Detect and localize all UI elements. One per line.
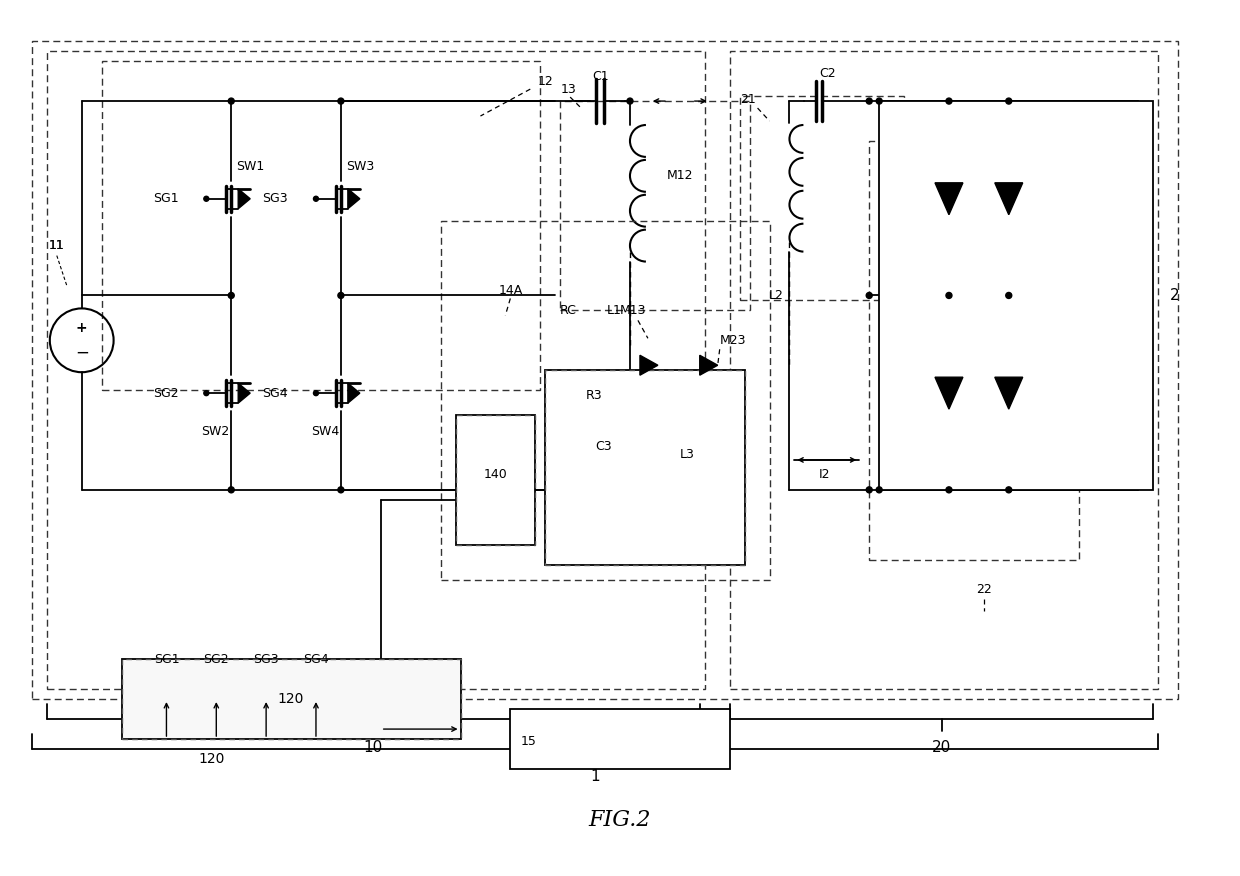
Text: I1: I1 — [609, 469, 621, 482]
Text: −: − — [74, 343, 88, 361]
Text: C0: C0 — [1101, 289, 1118, 302]
Text: 2: 2 — [1171, 288, 1180, 303]
Circle shape — [946, 293, 952, 299]
Polygon shape — [935, 183, 963, 215]
Text: RC: RC — [560, 304, 577, 317]
Polygon shape — [348, 189, 360, 208]
Text: D3: D3 — [1030, 192, 1048, 205]
Text: SW1: SW1 — [237, 160, 264, 173]
Text: 14A: 14A — [498, 284, 522, 297]
Circle shape — [314, 391, 319, 396]
Text: SG2: SG2 — [203, 653, 229, 666]
Text: 12: 12 — [537, 74, 553, 88]
Text: SW4: SW4 — [311, 425, 340, 437]
Bar — [560, 101, 750, 310]
Text: 21: 21 — [740, 93, 755, 106]
Text: FIG.2: FIG.2 — [589, 809, 651, 830]
Text: L3: L3 — [680, 449, 694, 462]
Polygon shape — [699, 356, 718, 375]
Text: 22: 22 — [976, 583, 992, 596]
Bar — [879, 101, 1153, 490]
Text: SG4: SG4 — [263, 386, 288, 399]
Text: SG1: SG1 — [154, 653, 180, 666]
Circle shape — [877, 487, 882, 493]
Text: D2: D2 — [909, 386, 928, 399]
Circle shape — [228, 98, 234, 104]
Bar — [32, 41, 1178, 699]
Polygon shape — [238, 189, 250, 208]
Circle shape — [627, 98, 632, 104]
Bar — [511, 710, 729, 769]
Text: 10: 10 — [363, 739, 382, 754]
Text: C3: C3 — [595, 441, 611, 454]
Bar — [122, 660, 460, 739]
Polygon shape — [994, 183, 1023, 215]
Text: 1: 1 — [590, 769, 600, 784]
Circle shape — [337, 293, 343, 299]
Polygon shape — [994, 378, 1023, 409]
Text: D4: D4 — [1030, 386, 1048, 399]
Circle shape — [867, 98, 872, 104]
Text: SG2: SG2 — [153, 386, 179, 399]
Circle shape — [877, 98, 882, 104]
Circle shape — [1006, 487, 1012, 493]
Circle shape — [228, 293, 234, 299]
Bar — [546, 371, 744, 565]
Text: M13: M13 — [620, 304, 646, 317]
Circle shape — [1006, 293, 1012, 299]
Text: SW3: SW3 — [346, 160, 374, 173]
Circle shape — [203, 391, 208, 396]
Text: D1: D1 — [909, 192, 928, 205]
Text: I2: I2 — [818, 469, 830, 482]
Text: SG1: SG1 — [153, 192, 179, 205]
Circle shape — [946, 98, 952, 104]
Text: R3: R3 — [585, 389, 603, 401]
Circle shape — [867, 487, 872, 493]
Text: M23: M23 — [719, 334, 746, 347]
Polygon shape — [238, 383, 250, 403]
Text: L1: L1 — [608, 304, 622, 317]
Circle shape — [203, 196, 208, 201]
Bar — [440, 221, 770, 580]
Text: 11: 11 — [48, 239, 64, 252]
Text: 20: 20 — [932, 739, 951, 754]
Bar — [122, 660, 460, 739]
Text: 120: 120 — [198, 752, 224, 766]
Text: +: + — [76, 321, 88, 336]
Bar — [729, 51, 1158, 689]
Text: SW2: SW2 — [201, 425, 229, 437]
Polygon shape — [640, 356, 658, 375]
Bar — [739, 96, 904, 300]
Text: SG4: SG4 — [303, 653, 329, 666]
Polygon shape — [935, 378, 963, 409]
Bar — [455, 415, 536, 545]
Bar — [455, 415, 536, 545]
Bar — [546, 371, 744, 565]
Text: C2: C2 — [820, 67, 836, 80]
Text: SG3: SG3 — [253, 653, 279, 666]
Text: 13: 13 — [560, 82, 577, 95]
Bar — [869, 141, 1079, 560]
Circle shape — [314, 196, 319, 201]
Text: 15: 15 — [521, 735, 536, 747]
Circle shape — [337, 487, 343, 493]
Polygon shape — [348, 383, 360, 403]
Text: 140: 140 — [484, 469, 507, 482]
Text: SG3: SG3 — [263, 192, 288, 205]
Circle shape — [1006, 98, 1012, 104]
Text: L2: L2 — [769, 289, 784, 302]
Text: C1: C1 — [591, 70, 609, 82]
Bar — [47, 51, 704, 689]
Bar — [102, 61, 541, 390]
Circle shape — [228, 487, 234, 493]
Text: M12: M12 — [667, 169, 693, 182]
Text: 11: 11 — [48, 239, 64, 252]
Circle shape — [337, 98, 343, 104]
Text: 120: 120 — [278, 692, 304, 706]
Circle shape — [946, 487, 952, 493]
Circle shape — [867, 293, 872, 299]
